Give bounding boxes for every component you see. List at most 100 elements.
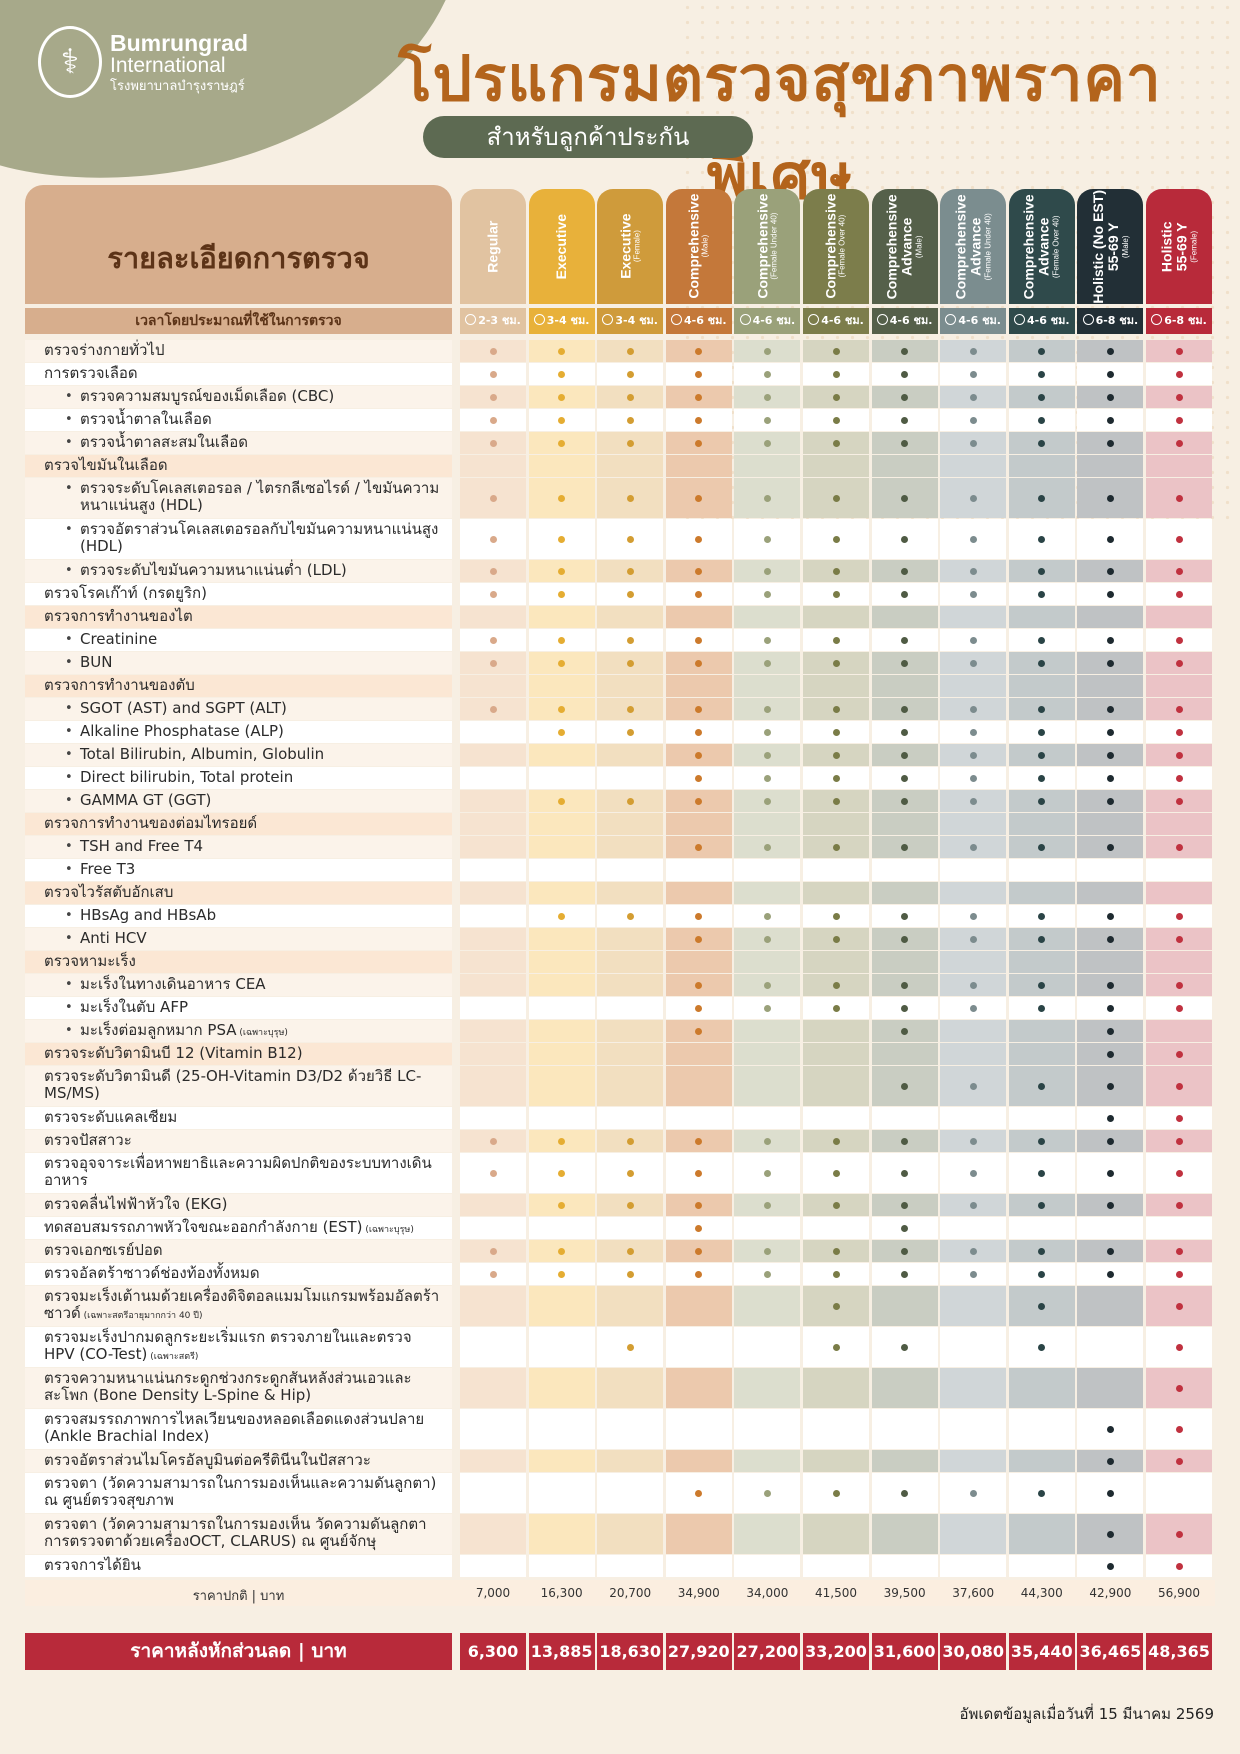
table-row-label: ตรวจไวรัสตับอักเสบ <box>44 883 174 901</box>
table-cell <box>734 1043 801 1065</box>
table-row-label: GAMMA GT (GGT) <box>65 792 450 810</box>
table-cell <box>1146 859 1212 881</box>
table-cell <box>734 675 801 697</box>
table-cell <box>1008 455 1075 477</box>
included-dot <box>626 393 634 401</box>
table-row-label: การตรวจเลือด <box>44 364 138 382</box>
table-cell <box>597 928 664 950</box>
row-label-background <box>25 1409 452 1449</box>
included-dot <box>763 347 771 355</box>
included-dot <box>832 659 840 667</box>
regular-price: 42,900 <box>1089 1586 1132 1600</box>
included-dot <box>695 370 703 378</box>
included-dot <box>901 1137 909 1145</box>
included-dot <box>1175 1114 1183 1122</box>
included-dot <box>832 797 840 805</box>
included-dot <box>1175 416 1183 424</box>
included-dot <box>1175 1343 1183 1351</box>
included-dot <box>695 494 703 502</box>
included-dot <box>901 705 909 713</box>
table-cell <box>1008 606 1075 628</box>
included-dot <box>901 1201 909 1209</box>
included-dot <box>695 1270 703 1278</box>
included-dot <box>1106 590 1114 598</box>
discount-price: 27,920 <box>665 1633 732 1670</box>
included-dot <box>1106 1004 1114 1012</box>
included-dot <box>626 1201 634 1209</box>
package-name: Comprehensive <box>1021 193 1038 300</box>
regular-price: 39,500 <box>883 1586 926 1600</box>
included-dot <box>626 416 634 424</box>
table-cell <box>597 1514 664 1554</box>
table-cell <box>940 1555 1007 1577</box>
table-cell <box>1077 606 1144 628</box>
included-dot <box>626 1137 634 1145</box>
included-dot <box>901 1343 909 1351</box>
included-dot <box>969 416 977 424</box>
row-label-background <box>25 813 452 835</box>
included-dot <box>969 705 977 713</box>
discount-price: 31,600 <box>871 1633 938 1670</box>
table-cell <box>1146 606 1212 628</box>
included-dot <box>1175 590 1183 598</box>
included-dot <box>901 567 909 575</box>
table-cell <box>528 836 595 858</box>
table-cell <box>1146 951 1212 973</box>
table-cell <box>528 1555 595 1577</box>
included-dot <box>1175 659 1183 667</box>
table-cell <box>803 1409 869 1449</box>
included-dot <box>763 1004 771 1012</box>
table-cell <box>460 1409 526 1449</box>
included-dot <box>626 590 634 598</box>
table-row-label: ตรวจมะเร็งเต้านมด้วยเครื่องดิจิตอลแมมโมแ… <box>44 1287 440 1322</box>
included-dot <box>558 439 566 447</box>
table-cell <box>940 1020 1007 1042</box>
included-dot <box>969 935 977 943</box>
included-dot <box>1175 1457 1183 1465</box>
row-label-background <box>25 1194 452 1216</box>
included-dot <box>1175 912 1183 920</box>
package-duration: 4-6 ชม. <box>665 308 732 334</box>
table-cell <box>1008 859 1075 881</box>
included-dot <box>1106 1425 1114 1433</box>
table-cell <box>597 675 664 697</box>
table-cell <box>528 882 595 904</box>
included-dot <box>969 494 977 502</box>
included-dot <box>969 774 977 782</box>
row-note: (เฉพาะบุรุษ) <box>236 1028 288 1038</box>
page-title: โปรแกรมตรวจสุขภาพราคาพิเศษ <box>398 42 1162 213</box>
included-dot <box>832 935 840 943</box>
table-row-label: ตรวจตา (วัดความสามารถในการมองเห็น วัดควา… <box>44 1515 427 1550</box>
included-dot <box>1106 1082 1114 1090</box>
included-dot <box>1038 370 1046 378</box>
table-cell <box>871 1368 938 1408</box>
included-dot <box>901 535 909 543</box>
table-cell <box>597 1217 664 1239</box>
included-dot <box>763 393 771 401</box>
table-cell <box>871 455 938 477</box>
included-dot <box>695 1169 703 1177</box>
included-dot <box>626 659 634 667</box>
table-cell <box>597 1020 664 1042</box>
included-dot <box>1038 935 1046 943</box>
table-row-label: Total Bilirubin, Albumin, Globulin <box>65 746 450 764</box>
table-cell <box>940 1368 1007 1408</box>
included-dot <box>901 1169 909 1177</box>
included-dot <box>1106 393 1114 401</box>
included-dot <box>763 494 771 502</box>
table-cell <box>803 1514 869 1554</box>
table-cell <box>803 882 869 904</box>
included-dot <box>1106 1270 1114 1278</box>
included-dot <box>901 935 909 943</box>
discount-price: 30,080 <box>940 1633 1007 1670</box>
included-dot <box>763 912 771 920</box>
table-cell <box>528 1514 595 1554</box>
row-label-background <box>25 1217 452 1239</box>
included-dot <box>1106 1027 1114 1035</box>
table-cell <box>460 928 526 950</box>
table-cell <box>597 1286 664 1326</box>
table-cell <box>734 606 801 628</box>
included-dot <box>969 1489 977 1497</box>
included-dot <box>832 774 840 782</box>
package-subtitle: (Male) <box>914 235 924 258</box>
